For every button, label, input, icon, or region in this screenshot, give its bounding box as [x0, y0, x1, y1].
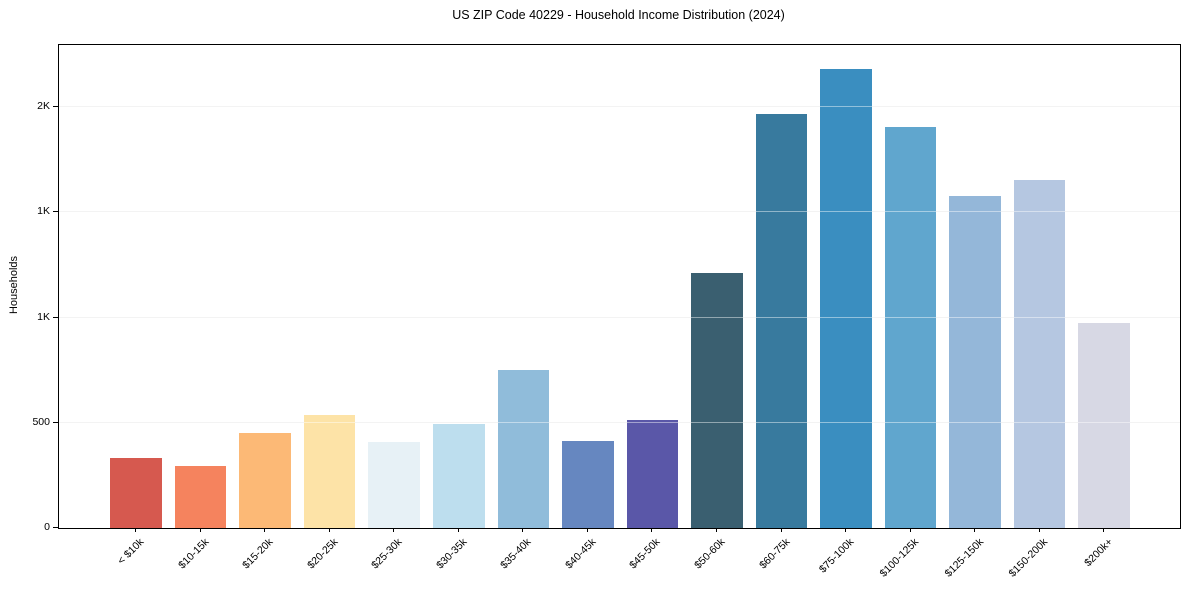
x-tick-label: $25-30k — [369, 536, 405, 572]
bar-125-150k — [949, 196, 1001, 528]
bar-35-40k — [497, 369, 550, 528]
x-tick-label: $45-50k — [627, 536, 663, 572]
y-tick-mark — [53, 106, 58, 108]
x-tick-mark — [715, 528, 717, 532]
y-tick-mark — [53, 211, 58, 213]
x-tick-mark — [974, 528, 976, 532]
x-tick-mark — [457, 528, 459, 532]
gridline-overlay — [59, 316, 1180, 318]
x-tick-mark — [651, 528, 653, 532]
x-tick-label: $10-15k — [175, 536, 212, 572]
y-tick-label: 500 — [32, 415, 50, 428]
gridline-overlay — [59, 421, 1180, 423]
bar-40-45k — [562, 440, 614, 528]
x-tick-label: $125-150k — [942, 536, 986, 580]
x-tick-label: $30-35k — [433, 536, 470, 572]
x-tick-mark — [586, 528, 588, 532]
x-tick-mark — [1103, 528, 1105, 532]
gridline — [59, 106, 1180, 108]
bar-10k — [110, 457, 162, 528]
x-tick-label: $60-75k — [756, 536, 792, 572]
x-tick-mark — [393, 528, 395, 532]
x-tick-mark — [909, 528, 911, 532]
gridline — [59, 316, 1180, 318]
bar-60-75k — [755, 114, 808, 528]
y-tick-mark — [53, 316, 58, 318]
x-tick-mark — [264, 528, 266, 532]
y-tick-mark — [53, 527, 58, 528]
x-tick-label: $15-20k — [240, 536, 276, 572]
x-tick-mark — [328, 528, 330, 532]
y-tick-mark — [53, 421, 58, 423]
x-tick-mark — [135, 528, 136, 532]
y-tick-label: 1K — [37, 310, 50, 323]
bar-30-35k — [432, 423, 485, 528]
plot-area — [58, 44, 1181, 529]
y-axis-label: Households — [8, 255, 20, 315]
x-tick-mark — [845, 528, 847, 532]
x-tick-label: $40-45k — [563, 536, 599, 572]
x-tick-label: $50-60k — [692, 536, 728, 572]
bar-100-125k — [884, 126, 937, 528]
bar-25-30k — [368, 441, 420, 528]
x-tick-mark — [199, 528, 201, 532]
bar-20-25k — [303, 415, 356, 528]
bar-45-50k — [626, 420, 679, 528]
gridline — [59, 211, 1180, 213]
bar-75-100k — [820, 68, 872, 528]
x-tick-label: $75-100k — [817, 536, 857, 576]
gridline-overlay — [59, 106, 1180, 108]
bar-10-15k — [174, 465, 227, 528]
x-tick-label: $100-125k — [877, 536, 922, 580]
x-tick-label: $200k+ — [1081, 536, 1115, 570]
x-tick-label: $150-200k — [1006, 536, 1051, 580]
gridline — [59, 421, 1180, 423]
gridline-overlay — [59, 211, 1180, 213]
bar-200k — [1078, 323, 1131, 528]
y-tick-label: 0 — [44, 521, 50, 533]
y-tick-label: 1K — [37, 205, 50, 218]
chart-title: US ZIP Code 40229 - Household Income Dis… — [452, 8, 785, 22]
x-tick-mark — [1038, 528, 1040, 532]
bar-15-20k — [239, 432, 291, 528]
bar-50-60k — [691, 273, 743, 528]
x-tick-label: $20-25k — [304, 536, 341, 572]
x-tick-label: < $10k — [115, 536, 147, 567]
x-tick-label: $35-40k — [498, 536, 534, 572]
x-tick-mark — [522, 528, 524, 532]
x-tick-mark — [780, 528, 782, 532]
y-tick-label: 2K — [37, 100, 50, 113]
bar-150-200k — [1013, 180, 1066, 528]
